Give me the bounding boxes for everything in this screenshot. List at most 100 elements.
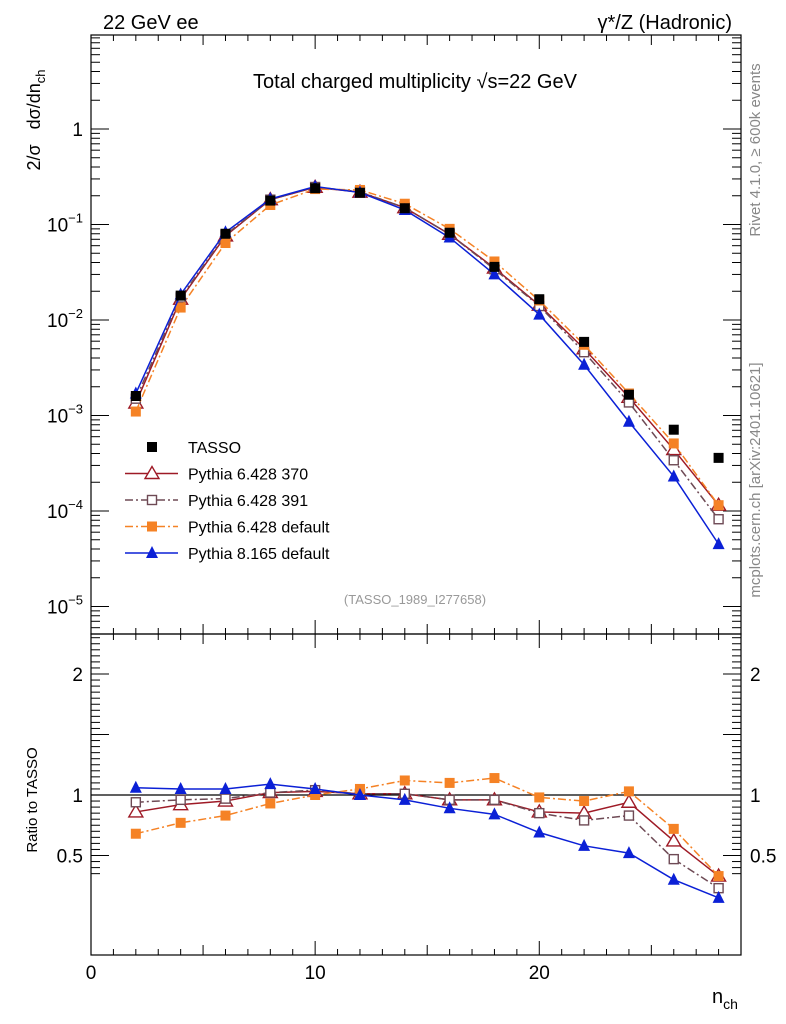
ratio-point-pythia-8-165-default bbox=[353, 788, 366, 800]
ratio-point-pythia-8-165-default bbox=[712, 890, 725, 903]
ratio-point-pythia-8-165-default bbox=[398, 792, 411, 805]
main-point-pythia-6-428-default bbox=[713, 500, 724, 511]
ratio-tick-label-right: 1 bbox=[750, 786, 761, 807]
chart-title: Total charged multiplicity √s=22 GeV bbox=[253, 71, 578, 93]
main-point-pythia-8-165-default bbox=[622, 414, 635, 427]
ratio-point-pythia-8-165-default bbox=[309, 781, 322, 794]
ratio-point-pythia-8-165-default bbox=[219, 781, 232, 794]
main-point-pythia-8-165-default bbox=[533, 307, 546, 320]
main-point-tasso bbox=[713, 452, 724, 463]
ratio-tick-label-right: 2 bbox=[750, 665, 761, 686]
x-tick-label: 10 bbox=[305, 963, 326, 984]
main-frame bbox=[90, 34, 742, 635]
legend-marker-pythia-6-428-default bbox=[147, 521, 157, 532]
main-point-pythia-8-165-default bbox=[712, 537, 725, 550]
ratio-point-pythia-6-428-391 bbox=[623, 810, 635, 821]
main-point-tasso bbox=[265, 195, 276, 206]
legend-label-pythia-6-428-391: Pythia 6.428 391 bbox=[188, 493, 308, 510]
x-axis-label: nch bbox=[712, 986, 738, 1012]
main-point-tasso bbox=[579, 336, 590, 347]
main-point-tasso bbox=[175, 290, 186, 301]
main-point-pythia-6-428-391 bbox=[668, 455, 679, 466]
ratio-point-pythia-8-165-default bbox=[488, 807, 501, 820]
main-point-tasso bbox=[354, 187, 365, 198]
ratio-point-pythia-6-428-370 bbox=[620, 793, 638, 808]
ratio-point-pythia-8-165-default bbox=[578, 838, 591, 851]
main-series bbox=[127, 178, 727, 550]
ratio-point-pythia-6-428-391 bbox=[489, 794, 500, 806]
ratio-point-pythia-6-428-default bbox=[534, 792, 545, 803]
ratio-point-pythia-6-428-default bbox=[220, 810, 231, 821]
main-point-tasso bbox=[310, 183, 321, 194]
main-point-tasso bbox=[220, 228, 231, 239]
legend-marker-pythia-6-428-370 bbox=[143, 465, 161, 480]
ratio-point-pythia-8-165-default bbox=[174, 781, 187, 794]
ratio-point-pythia-6-428-370 bbox=[127, 803, 145, 818]
main-point-tasso bbox=[668, 424, 679, 435]
ratio-point-pythia-6-428-default bbox=[399, 775, 410, 786]
y-tick-label: 10−2 bbox=[47, 306, 83, 332]
ratio-tick-label: 0.5 bbox=[57, 847, 83, 868]
main-point-tasso bbox=[399, 203, 410, 214]
ratio-tick-label: 2 bbox=[72, 665, 83, 686]
legend-label-pythia-6-428-370: Pythia 6.428 370 bbox=[188, 467, 308, 484]
y-tick-label: 10−3 bbox=[47, 402, 83, 428]
main-point-pythia-6-428-default bbox=[489, 256, 500, 267]
legend-label-pythia-8-165-default: Pythia 8.165 default bbox=[188, 546, 330, 563]
ratio-tick-label-right: 0.5 bbox=[750, 847, 776, 868]
y-tick-label: 10−1 bbox=[47, 211, 83, 237]
main-line-pythia-6-428-default bbox=[135, 188, 720, 506]
ratio-point-pythia-6-428-default bbox=[310, 790, 321, 800]
ratio-point-pythia-6-428-default bbox=[579, 796, 590, 807]
ratio-point-pythia-6-428-391 bbox=[220, 793, 231, 804]
ratio-point-pythia-6-428-391 bbox=[534, 807, 545, 819]
ratio-point-pythia-8-165-default bbox=[622, 846, 635, 859]
y-axis-label: 2/σ dσ/dnch bbox=[24, 69, 48, 170]
main-point-pythia-6-428-default bbox=[175, 302, 186, 313]
ratio-point-pythia-6-428-default bbox=[623, 786, 634, 797]
x-tick-label: 20 bbox=[529, 963, 550, 984]
ratio-point-pythia-6-428-default bbox=[175, 817, 186, 828]
y-tick-label: 10−5 bbox=[47, 593, 83, 619]
main-point-tasso bbox=[444, 227, 455, 238]
header-right: γ*/Z (Hadronic) bbox=[598, 12, 732, 34]
ratio-line-pythia-6-428-391 bbox=[135, 789, 719, 889]
analysis-tag: (TASSO_1989_I277658) bbox=[344, 592, 486, 607]
ratio-line-pythia-8-165-default bbox=[135, 783, 719, 899]
ratio-point-pythia-6-428-default bbox=[668, 823, 679, 834]
ratio-axis-label: Ratio to TASSO bbox=[24, 747, 41, 852]
legend-marker-pythia-6-428-391 bbox=[146, 494, 158, 506]
main-line-pythia-6-428-391 bbox=[135, 186, 720, 520]
ratio-point-pythia-6-428-default bbox=[265, 798, 276, 809]
ratio-panel: 0 10 20 0.5 0.5 1 1 2 2 bbox=[57, 633, 776, 984]
rivet-label: Rivet 4.1.0, ≥ 600k events bbox=[747, 63, 764, 236]
x-tick-label: 0 bbox=[86, 963, 97, 984]
ratio-point-pythia-6-428-default bbox=[130, 828, 141, 839]
legend-marker-pythia-8-165-default bbox=[146, 546, 158, 558]
ratio-point-pythia-6-428-391 bbox=[130, 797, 142, 808]
mcplots-label: mcplots.cern.ch [arXiv:2401.10621] bbox=[747, 362, 764, 597]
main-point-pythia-6-428-default bbox=[130, 406, 141, 417]
legend: TASSO Pythia 6.428 370 Pythia 6.428 391 Pyt… bbox=[125, 440, 330, 563]
ratio-point-pythia-8-165-default bbox=[443, 801, 456, 814]
main-point-pythia-6-428-default bbox=[668, 438, 679, 449]
ratio-point-pythia-6-428-default bbox=[489, 773, 500, 784]
main-point-pythia-6-428-default bbox=[220, 238, 231, 249]
main-point-pythia-8-165-default bbox=[667, 469, 680, 482]
main-point-tasso bbox=[130, 391, 141, 402]
main-point-tasso bbox=[623, 389, 634, 400]
ratio-point-pythia-8-165-default bbox=[667, 872, 680, 885]
main-point-tasso bbox=[489, 261, 500, 272]
y-tick-label: 10−4 bbox=[47, 497, 83, 523]
main-panel: 10−5 10−4 10−3 10−2 10−1 1 bbox=[47, 34, 742, 955]
header-left: 22 GeV ee bbox=[103, 12, 199, 34]
ratio-point-pythia-6-428-391 bbox=[578, 815, 590, 826]
ratio-point-pythia-8-165-default bbox=[264, 777, 277, 790]
ratio-point-pythia-6-428-391 bbox=[175, 794, 186, 806]
legend-label-tasso: TASSO bbox=[188, 440, 241, 457]
ratio-tick-label: 1 bbox=[72, 786, 83, 807]
ratio-point-pythia-6-428-391 bbox=[668, 853, 679, 865]
main-point-pythia-8-165-default bbox=[488, 267, 501, 280]
ratio-series bbox=[127, 773, 727, 903]
